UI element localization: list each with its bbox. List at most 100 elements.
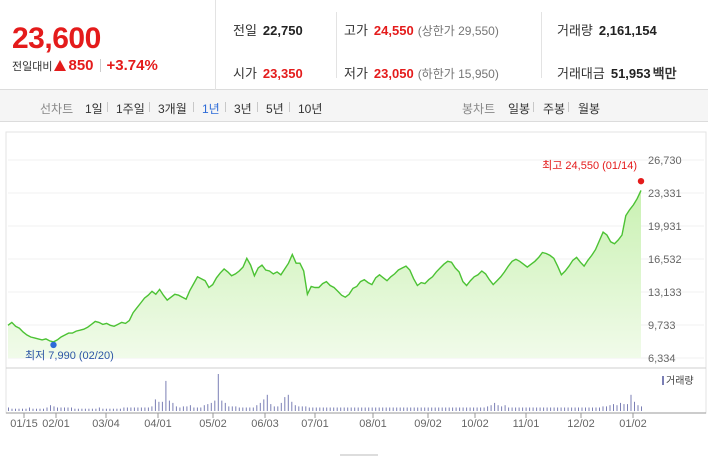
change-label: 전일대비 xyxy=(12,60,53,73)
volume-bar xyxy=(57,407,58,411)
volume-bar xyxy=(81,408,83,411)
x-tick-label: 11/01 xyxy=(513,418,540,430)
volume-bar xyxy=(301,406,303,411)
volume-bar xyxy=(420,407,422,411)
volume-bar xyxy=(245,407,247,411)
column-divider xyxy=(336,12,337,78)
volume-bar xyxy=(263,399,265,411)
volume-bar xyxy=(480,407,482,411)
volume-bar xyxy=(84,408,86,411)
volume-bar xyxy=(343,407,345,411)
volume-bar xyxy=(410,407,412,411)
volume-bar xyxy=(599,407,600,411)
volume-bar xyxy=(53,406,55,411)
volume-bar xyxy=(231,406,233,411)
volume-bar xyxy=(602,406,604,411)
volume-bar xyxy=(116,408,118,411)
tab-1day[interactable]: 1일 xyxy=(85,102,103,116)
volume-bar xyxy=(476,407,478,411)
volume-bar xyxy=(543,407,545,411)
tab-1week[interactable]: 1주일 xyxy=(116,102,145,116)
x-tick-label: 07/01 xyxy=(301,418,329,430)
volume-bar xyxy=(158,401,160,412)
volume-bar xyxy=(473,407,475,411)
volume-bar xyxy=(581,407,583,411)
price-line xyxy=(7,190,642,343)
volume-bar xyxy=(151,406,153,411)
volume-bar xyxy=(389,407,391,411)
volume-bar xyxy=(578,407,579,411)
volume-bar xyxy=(175,406,177,411)
tab-divider xyxy=(107,102,108,112)
tab-3year[interactable]: 3년 xyxy=(234,102,252,116)
change-percent: +3.74% xyxy=(106,57,158,74)
tab-daily-candle[interactable]: 일봉 xyxy=(508,102,531,116)
volume-bar xyxy=(270,404,272,411)
volume-bar xyxy=(616,405,618,411)
stat-label: 저가 xyxy=(344,66,368,81)
tab-divider xyxy=(257,102,258,112)
volume-bar xyxy=(214,400,216,411)
volume-bar xyxy=(497,405,499,411)
volume-bar xyxy=(305,406,307,411)
tab-1year[interactable]: 1년 xyxy=(202,102,220,116)
volume-bar xyxy=(312,407,314,411)
volume-bar xyxy=(221,400,223,411)
volume-bar xyxy=(18,408,20,411)
volume-bar xyxy=(588,407,590,411)
volume-bar xyxy=(43,408,44,411)
stat-label: 거래대금 xyxy=(557,66,605,81)
volume-legend: 거래량 xyxy=(666,375,694,387)
volume-bar xyxy=(613,404,614,411)
volume-bar xyxy=(427,407,429,411)
volume-bar xyxy=(133,407,135,411)
volume-bar xyxy=(168,400,170,411)
volume-bar xyxy=(609,405,611,411)
volume-bar xyxy=(67,407,69,411)
current-price-box: 23,600 전일대비 850 +3.74% xyxy=(0,0,216,90)
volume-bar xyxy=(557,407,559,411)
volume-bar xyxy=(546,407,548,411)
volume-bar xyxy=(98,407,100,411)
volume-bar xyxy=(11,408,13,411)
tab-weekly-candle[interactable]: 주봉 xyxy=(543,102,566,116)
tab-divider xyxy=(568,102,569,112)
volume-bar xyxy=(88,408,90,411)
volume-bar xyxy=(235,406,237,411)
volume-bar xyxy=(74,408,76,411)
volume-bar xyxy=(438,407,440,411)
volume-bar xyxy=(32,408,34,411)
volume-bar xyxy=(508,407,510,411)
y-tick-label: 23,331 xyxy=(648,188,682,200)
volume-bar xyxy=(385,407,387,411)
volume-bar xyxy=(574,407,576,411)
stat-label: 고가 xyxy=(344,23,368,38)
volume-bar xyxy=(368,407,370,411)
volume-bar xyxy=(179,407,181,411)
high-marker xyxy=(637,177,645,185)
stat-label: 거래량 xyxy=(557,23,593,38)
volume-bar xyxy=(200,407,202,411)
volume-bar xyxy=(64,407,65,411)
volume-bar xyxy=(126,407,128,411)
volume-bar xyxy=(392,407,394,411)
volume-bar xyxy=(294,405,296,411)
tab-10year[interactable]: 10년 xyxy=(298,102,323,116)
volume-bar xyxy=(536,407,538,411)
tab-monthly-candle[interactable]: 월봉 xyxy=(578,102,601,116)
volume-bar xyxy=(242,407,244,411)
y-tick-label: 9,733 xyxy=(648,320,676,332)
tab-divider xyxy=(193,102,194,112)
volume-bar xyxy=(15,408,16,411)
volume-bar xyxy=(193,407,195,411)
volume-bar xyxy=(522,407,524,411)
volume-bar xyxy=(364,407,366,411)
volume-bar xyxy=(595,407,597,411)
volume-bar xyxy=(350,407,352,411)
volume-bar xyxy=(224,402,226,411)
volume-bar xyxy=(161,401,163,412)
price-chart[interactable]: 26,730 23,331 19,931 16,532 13,133 9,733 6,334… xyxy=(0,122,708,457)
tab-5year[interactable]: 5년 xyxy=(266,102,284,116)
volume-bar xyxy=(130,407,132,411)
tab-3month[interactable]: 3개월 xyxy=(158,102,187,116)
